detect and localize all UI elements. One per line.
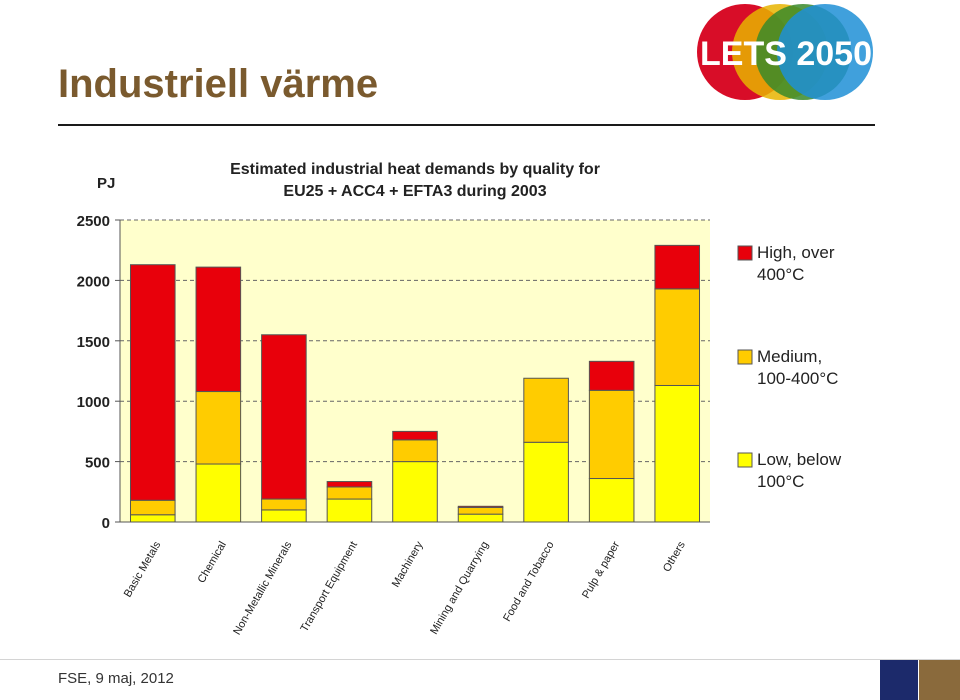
bar-segment — [654, 288, 701, 386]
y-tick-label: 2000 — [77, 273, 110, 290]
legend-label: Low, below — [757, 450, 842, 469]
bar-segment — [195, 391, 242, 465]
legend-swatch — [737, 245, 753, 261]
bar-segment — [392, 439, 438, 463]
heat-demand-chart: PJ Estimated industrial heat demands by … — [77, 161, 842, 637]
bar-segment — [129, 499, 176, 516]
chart-title-line-2: EU25 + ACC4 + EFTA3 during 2003 — [283, 183, 546, 200]
x-tick-label: Food and Tobacco — [501, 540, 557, 624]
bar-segment — [457, 507, 504, 515]
bar-segment — [392, 461, 438, 523]
legend-label: High, over — [757, 243, 835, 262]
legend-label: 400°C — [757, 265, 804, 284]
legend-swatch — [737, 349, 753, 365]
title-divider — [58, 124, 875, 126]
bar-segment — [129, 514, 176, 523]
x-tick-label: Transport Equipment — [298, 540, 360, 635]
logo-text: LETS 2050 — [700, 35, 872, 73]
bar-segment — [588, 478, 635, 523]
bar-segment — [195, 463, 242, 523]
legend-label: 100-400°C — [757, 369, 838, 388]
y-tick-label: 2500 — [77, 213, 110, 230]
bar-segment — [326, 498, 373, 523]
y-axis-label: PJ — [97, 175, 115, 192]
lets2050-logo: LETS 2050 — [697, 4, 873, 100]
y-tick-label: 1000 — [77, 394, 110, 411]
bar-segment — [326, 486, 373, 500]
x-tick-label: Pulp & paper — [580, 539, 622, 600]
bar-segment — [588, 360, 635, 391]
legend-swatch — [737, 452, 753, 468]
chart-title-line-1: Estimated industrial heat demands by qua… — [230, 161, 600, 178]
bar-segment — [457, 505, 504, 509]
bar-segment — [326, 481, 373, 488]
x-tick-label: Non-Metallic Minerals — [231, 539, 295, 637]
bar-segment — [588, 389, 635, 480]
bar-segment — [457, 513, 504, 523]
footer-blue-block — [880, 660, 918, 700]
bar-segment — [523, 377, 569, 443]
x-tick-label: Machinery — [390, 539, 426, 589]
bar-segment — [195, 266, 242, 393]
bar-segment — [261, 334, 307, 500]
legend-label: 100°C — [757, 472, 804, 491]
bar-segment — [392, 430, 438, 441]
footer-divider — [0, 659, 960, 660]
legend-label: Medium, — [757, 347, 822, 366]
x-tick-label: Basic Metals — [122, 539, 164, 599]
x-tick-label: Others — [661, 539, 688, 574]
y-tick-label: 500 — [85, 455, 110, 472]
bar-segment — [654, 244, 701, 290]
bar-segment — [261, 509, 307, 523]
bar-segment — [129, 264, 176, 501]
footer-brown-block — [919, 660, 960, 700]
x-tick-label: Chemical — [196, 540, 229, 586]
bar-segment — [523, 441, 569, 523]
bar-segment — [261, 498, 307, 511]
y-tick-label: 0 — [102, 515, 110, 532]
slide-title: Industriell värme — [58, 62, 379, 106]
bar-segment — [654, 384, 701, 523]
footer-text: FSE, 9 maj, 2012 — [58, 670, 174, 687]
y-tick-label: 1500 — [77, 334, 110, 351]
x-tick-label: Mining and Quarrying — [428, 540, 491, 637]
